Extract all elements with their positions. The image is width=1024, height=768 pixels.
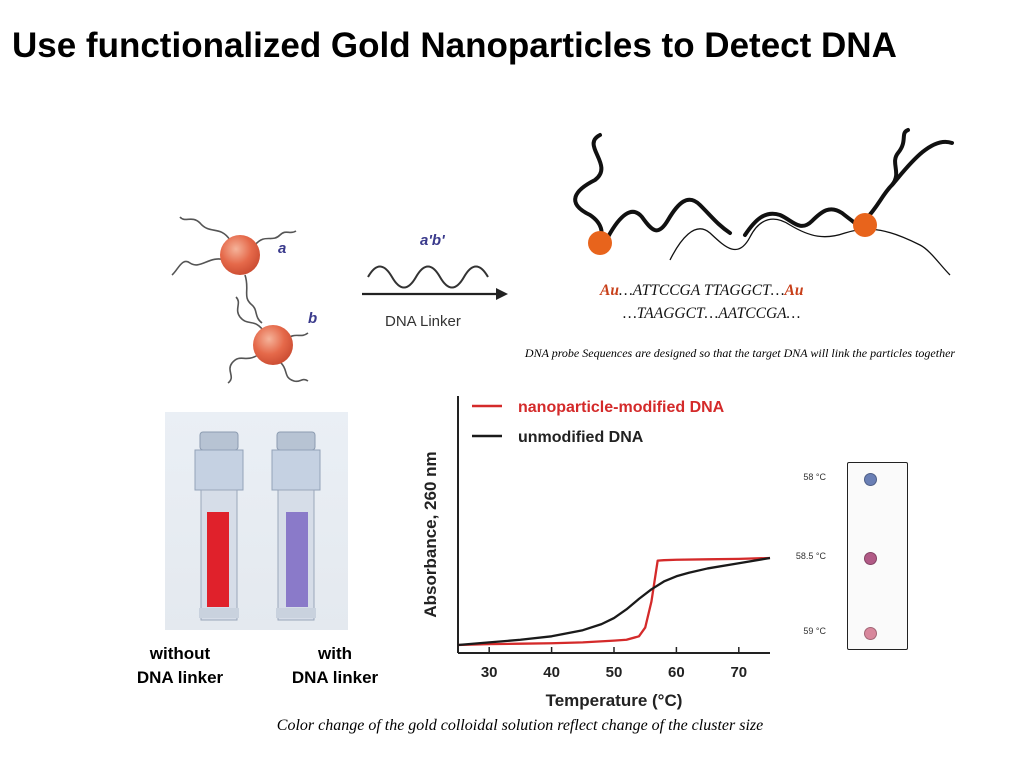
left-vial-label-line1: without: [149, 644, 211, 663]
right-vial-label-line2: DNA linker: [291, 668, 379, 687]
slide-title: Use functionalized Gold Nanoparticles to…: [12, 26, 897, 65]
vials-illustration: [194, 431, 321, 621]
vial-photo: [165, 412, 348, 630]
label-a: a: [278, 240, 286, 257]
particle-b-strands: [227, 296, 309, 384]
gold-particle-left: [588, 231, 612, 255]
probe-caption: DNA probe Sequences are designed so that…: [524, 346, 956, 360]
chart-ticks: 30 40 50 60 70: [481, 647, 747, 681]
label-b: b: [308, 310, 317, 327]
right-solution: [286, 512, 308, 607]
x-tick-label: 60: [668, 664, 685, 681]
x-tick-label: 70: [730, 664, 747, 681]
melting-curve-chart: 30 40 50 60 70 nanoparticle-modified DNA unmo…: [421, 396, 771, 710]
series-line-1: [457, 556, 771, 647]
left-vial-label: without DNA linker: [110, 642, 250, 690]
x-axis-label: Temperature (°C): [546, 691, 683, 710]
gold-nanoparticle-b: [253, 325, 293, 365]
chart-legend: nanoparticle-modified DNA unmodified DNA: [472, 399, 725, 446]
target-dna-strand: [669, 218, 951, 276]
y-axis-label: Absorbance, 260 nm: [421, 451, 440, 617]
temp-label-3: 59 °C: [803, 626, 826, 636]
right-vial-label: with DNA linker: [265, 642, 405, 690]
legend-label-1: nanoparticle-modified DNA: [518, 399, 725, 416]
nanoparticle-scheme: a b a'b' DNA Linker: [171, 216, 508, 384]
probe-strands: [573, 128, 954, 242]
sequence-line-2: …TAAGGCT…AATCCGA…: [623, 305, 801, 322]
chart-series: [457, 556, 771, 647]
x-tick-label: 30: [481, 664, 498, 681]
sequence-line-1: Au…ATTCCGA TTAGGCT…Au: [600, 282, 803, 300]
temp-label-1: 58 °C: [803, 472, 826, 482]
probe-diagram: [573, 128, 954, 276]
arrow-head: [496, 288, 508, 300]
left-solution: [207, 512, 229, 607]
bottom-caption: Color change of the gold colloidal solut…: [276, 717, 764, 734]
aggregation-dot-3: [864, 627, 877, 640]
au-label-left: Au: [600, 282, 619, 299]
gold-particle-right: [853, 213, 877, 237]
x-tick-label: 40: [543, 664, 560, 681]
right-vial-label-line1: with: [318, 644, 352, 663]
particle-a-strands: [171, 216, 297, 324]
linker-name: DNA Linker: [385, 313, 461, 330]
linker-label: a'b': [420, 232, 445, 249]
gold-nanoparticle-a: [220, 235, 260, 275]
left-vial-label-line2: DNA linker: [136, 668, 224, 687]
sequence-middle: …ATTCCGA TTAGGCT…: [618, 282, 785, 299]
aggregation-dot-1: [864, 473, 877, 486]
linker-wave: [367, 265, 489, 289]
legend-label-2: unmodified DNA: [518, 429, 644, 446]
x-tick-label: 50: [606, 664, 623, 681]
series-line-2: [457, 556, 771, 647]
aggregation-dot-2: [864, 552, 877, 565]
au-label-right: Au: [784, 282, 804, 299]
dot-panel: [847, 462, 908, 650]
temp-label-2: 58.5 °C: [795, 551, 826, 561]
